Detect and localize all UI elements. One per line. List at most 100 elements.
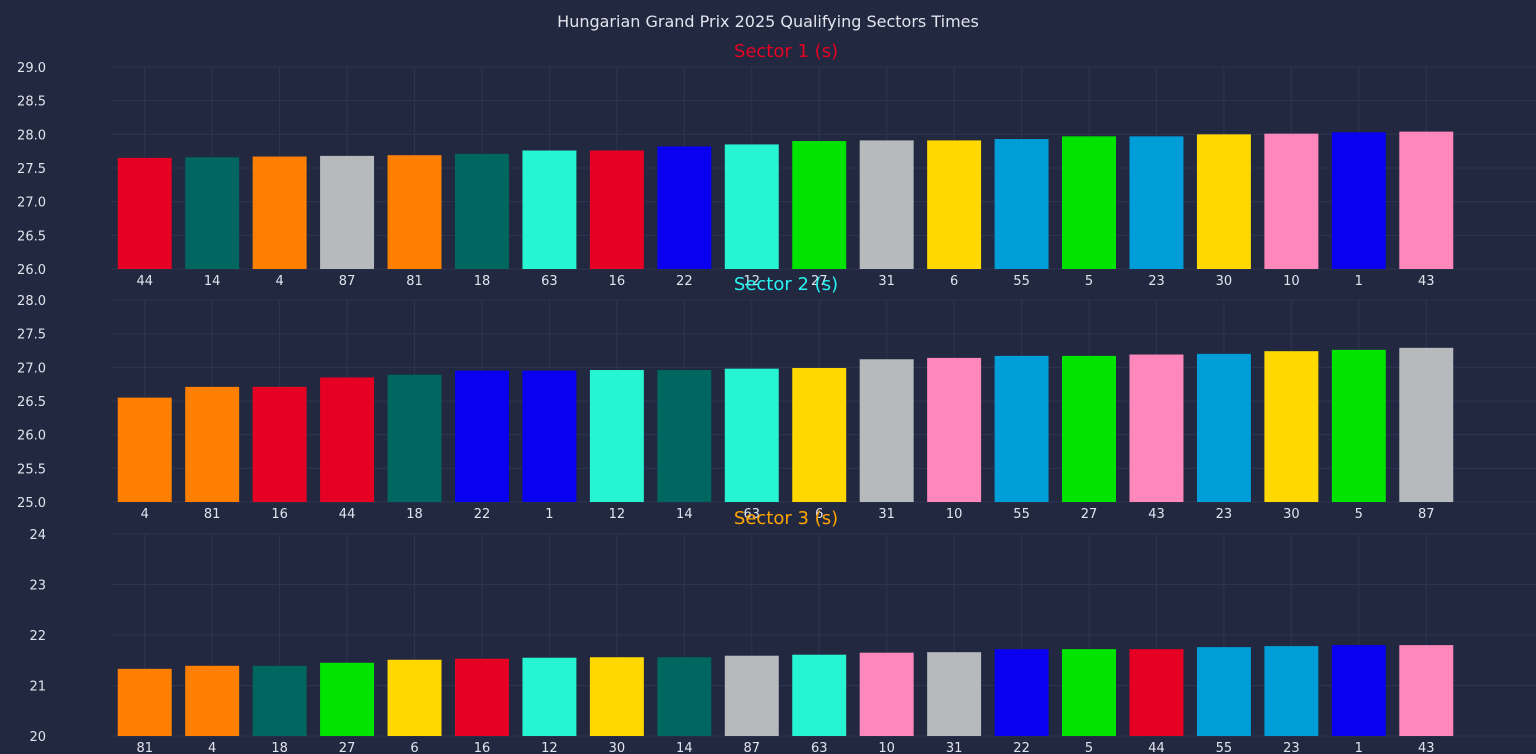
x-tick-label: 31 <box>946 741 963 754</box>
x-tick-label: 55 <box>1013 274 1030 289</box>
bar-driver-31 <box>859 359 914 502</box>
bar-driver-10 <box>1264 133 1319 269</box>
bar-driver-16 <box>252 386 307 502</box>
x-tick-label: 55 <box>1013 507 1030 522</box>
x-tick-label: 44 <box>339 507 356 522</box>
bar-driver-43 <box>1129 354 1184 502</box>
bar-driver-27 <box>1062 355 1117 502</box>
bar-driver-4 <box>185 665 240 736</box>
bar-driver-14 <box>185 157 240 269</box>
x-tick-label: 14 <box>676 741 693 754</box>
bar-driver-31 <box>927 652 982 736</box>
y-tick-label: 20 <box>29 730 46 745</box>
x-tick-label: 87 <box>339 274 356 289</box>
bar-driver-12 <box>522 657 577 736</box>
bar-driver-22 <box>454 370 509 502</box>
y-tick-label: 29.0 <box>17 61 46 76</box>
bar-driver-23 <box>1264 646 1319 736</box>
y-tick-label: 27.0 <box>17 196 46 211</box>
x-tick-label: 27 <box>1081 507 1098 522</box>
bar-driver-1 <box>522 370 577 502</box>
chart-title: Hungarian Grand Prix 2025 Qualifying Sec… <box>557 12 979 31</box>
subplot-title: Sector 1 (s) <box>734 41 838 62</box>
y-tick-label: 25.5 <box>17 462 46 477</box>
x-tick-label: 1 <box>1355 741 1363 754</box>
x-tick-label: 23 <box>1283 741 1300 754</box>
x-tick-label: 10 <box>1283 274 1300 289</box>
y-tick-label: 22 <box>29 629 46 644</box>
bar-driver-10 <box>927 357 982 502</box>
bar-driver-55 <box>994 139 1049 269</box>
x-tick-label: 10 <box>878 741 895 754</box>
bar-driver-18 <box>387 374 442 502</box>
bar-driver-4 <box>117 397 172 502</box>
x-tick-label: 31 <box>878 507 895 522</box>
bar-driver-63 <box>724 368 779 502</box>
x-tick-label: 5 <box>1085 741 1093 754</box>
bar-driver-81 <box>387 155 442 269</box>
bar-driver-63 <box>792 654 847 736</box>
x-tick-label: 1 <box>1355 274 1363 289</box>
x-tick-label: 12 <box>744 274 761 289</box>
x-tick-label: 63 <box>811 741 828 754</box>
bar-driver-87 <box>1399 347 1454 502</box>
x-tick-label: 6 <box>410 741 418 754</box>
x-tick-label: 30 <box>1216 274 1233 289</box>
bar-driver-43 <box>1399 645 1454 736</box>
y-tick-label: 27.5 <box>17 328 46 343</box>
x-tick-label: 23 <box>1148 274 1165 289</box>
x-tick-label: 87 <box>1418 507 1435 522</box>
bar-driver-4 <box>252 156 307 269</box>
x-tick-label: 1 <box>545 507 553 522</box>
bar-driver-1 <box>1331 132 1386 269</box>
x-tick-label: 14 <box>204 274 221 289</box>
bar-driver-14 <box>657 657 712 736</box>
bar-driver-30 <box>1264 351 1319 502</box>
x-tick-label: 87 <box>744 741 761 754</box>
bar-driver-12 <box>724 144 779 269</box>
bar-driver-27 <box>320 662 375 736</box>
subplot-sector-1: 26.0 26.5 27.0 27.5 28.0 28.5 29.0 44 14 4 87 81 18 6… <box>17 41 1536 289</box>
subplot-title: Sector 2 (s) <box>734 274 838 295</box>
bar-driver-14 <box>657 370 712 502</box>
y-tick-label: 28.0 <box>17 294 46 309</box>
x-tick-label: 16 <box>474 741 491 754</box>
x-tick-label: 22 <box>676 274 693 289</box>
bar-driver-5 <box>1062 649 1117 736</box>
x-tick-label: 4 <box>208 741 216 754</box>
bar-driver-55 <box>994 355 1049 502</box>
y-tick-label: 28.0 <box>17 128 46 143</box>
x-tick-label: 30 <box>1283 507 1300 522</box>
x-tick-label: 6 <box>815 507 823 522</box>
x-tick-label: 27 <box>811 274 828 289</box>
bar-driver-81 <box>117 668 172 736</box>
bar-driver-44 <box>117 157 172 269</box>
y-tick-label: 26.0 <box>17 263 46 278</box>
x-tick-label: 18 <box>406 507 423 522</box>
x-tick-label: 16 <box>609 274 626 289</box>
x-tick-label: 18 <box>474 274 491 289</box>
bar-driver-31 <box>859 140 914 269</box>
x-tick-label: 55 <box>1216 741 1233 754</box>
bar-driver-18 <box>252 665 307 736</box>
bar-driver-81 <box>185 386 240 502</box>
y-tick-label: 26.5 <box>17 395 46 410</box>
y-tick-label: 28.5 <box>17 95 46 110</box>
bar-driver-18 <box>454 153 509 269</box>
y-tick-label: 27.5 <box>17 162 46 177</box>
x-tick-label: 6 <box>950 274 958 289</box>
y-tick-label: 24 <box>29 528 46 543</box>
y-tick-label: 27.0 <box>17 361 46 376</box>
bar-driver-6 <box>927 140 982 269</box>
bar-driver-5 <box>1062 136 1117 269</box>
x-tick-label: 5 <box>1355 507 1363 522</box>
x-tick-label: 5 <box>1085 274 1093 289</box>
x-tick-label: 43 <box>1418 741 1435 754</box>
x-tick-label: 23 <box>1216 507 1233 522</box>
y-tick-label: 21 <box>29 680 46 695</box>
x-tick-label: 44 <box>1148 741 1165 754</box>
x-tick-label: 43 <box>1418 274 1435 289</box>
x-tick-label: 31 <box>878 274 895 289</box>
